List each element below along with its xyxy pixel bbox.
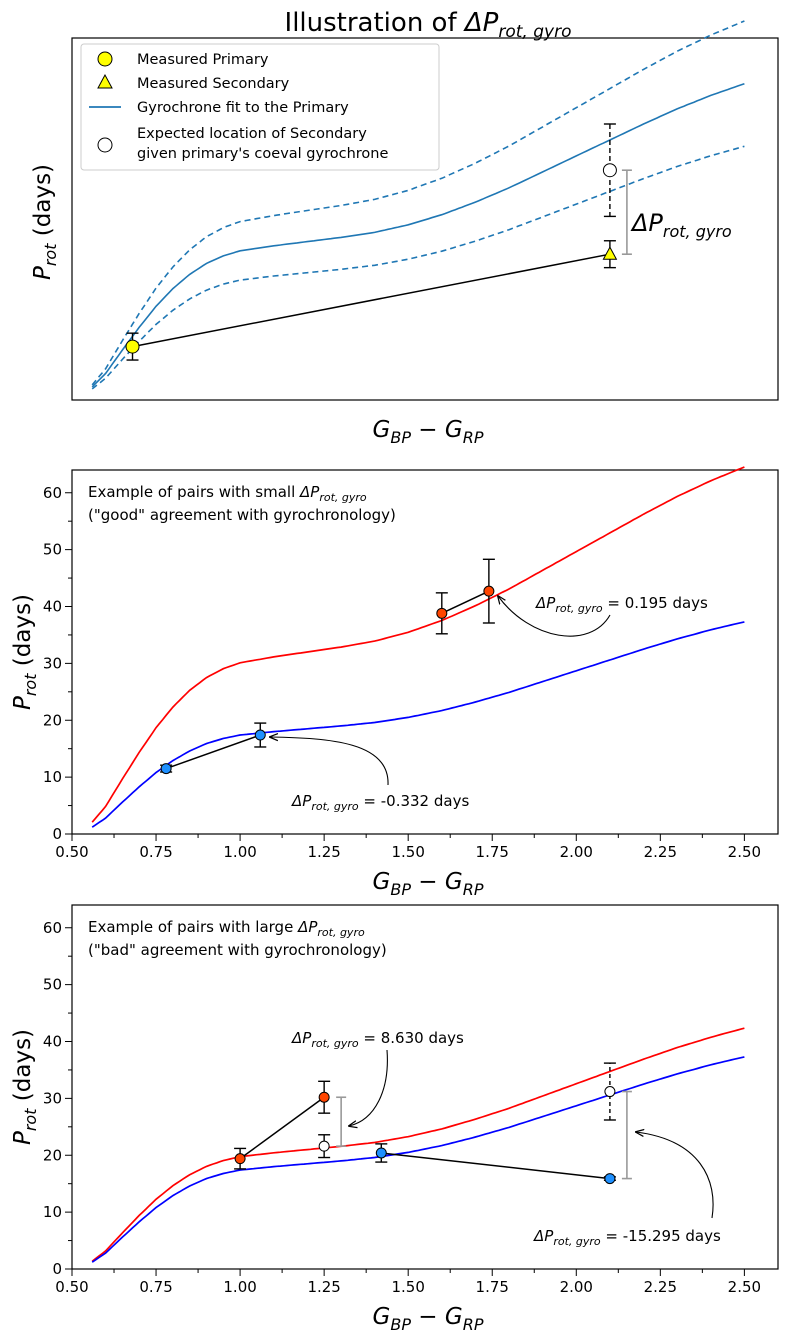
panel1-frame [71, 37, 779, 401]
panel2-marks [160, 558, 495, 775]
panel1-delta-label: ΔProt, gyro [630, 209, 732, 241]
panel3-curves [91, 1027, 745, 1263]
p2-curve-0 [91, 466, 745, 823]
p3-pair1-point-b [604, 1173, 616, 1185]
panel2-arrow-red [498, 596, 611, 637]
panel2-delta-red: ΔProt, gyro = 0.195 days [535, 594, 708, 615]
p3-xtick-label-8: 2.50 [728, 1278, 761, 1296]
p3-ytick-label-0: 0 [52, 1260, 62, 1278]
p2-xtick-label-8: 2.50 [728, 843, 761, 861]
p3-pair1-point-a [375, 1147, 387, 1159]
p3-ytick-label-3: 30 [43, 1089, 62, 1107]
p2-ytick-label-0: 0 [52, 825, 62, 843]
p2-xtick-label-6: 2.00 [560, 843, 593, 861]
gyrochrone-fit-line [91, 82, 745, 388]
p2-xtick-label-3: 1.25 [307, 843, 340, 861]
panel1-legend: Measured Primary Measured Secondary Gyro… [80, 43, 440, 171]
p2-pair1-point-a [160, 763, 172, 775]
legend-expected-marker [97, 137, 113, 153]
panel3-delta-red: ΔProt, gyro = 8.630 days [291, 1029, 464, 1050]
p3-pair0-point-a [234, 1153, 246, 1165]
p3-xtick-label-4: 1.50 [391, 1278, 424, 1296]
panel2-delta-blue: ΔProt, gyro = -0.332 days [291, 792, 469, 813]
panel3-note-line2: ("bad" agreement with gyrochronology) [88, 941, 387, 959]
legend-frame [80, 43, 440, 171]
p2-ytick-label-6: 60 [43, 484, 62, 502]
legend-expected-label-2: given primary's coeval gyrochrone [137, 146, 388, 162]
panel3-ticks: 0.50 0.75 1.00 1.25 1.50 1.75 2.00 2.25 2.50 0 10 2… [43, 919, 761, 1296]
p2-ytick-label-4: 40 [43, 598, 62, 616]
p3-xtick-label-2: 1.00 [223, 1278, 256, 1296]
p3-xtick-label-3: 1.25 [307, 1278, 340, 1296]
p3-pair0-expected-point [318, 1140, 330, 1152]
legend-secondary-marker [97, 73, 113, 89]
p2-ytick-label-1: 10 [43, 768, 62, 786]
panel2-curves [91, 466, 745, 828]
panel3-ylabel: Prot (days) [10, 1029, 40, 1145]
p2-ytick-label-3: 30 [43, 654, 62, 672]
panel1-marks [125, 123, 632, 361]
p3-pair0-connector [239, 1096, 325, 1160]
panel1-xlabel: GBP − GRP [373, 417, 484, 447]
secondary-point [602, 246, 618, 260]
panel3-delta-blue: ΔProt, gyro = -15.295 days [533, 1227, 721, 1248]
panel2-frame [71, 469, 779, 835]
p2-xtick-label-4: 1.50 [391, 843, 424, 861]
legend-expected-label: Expected location of Secondary [137, 126, 367, 142]
p3-curve-0 [91, 1027, 745, 1262]
panel3-arrow-red [349, 1049, 388, 1126]
panel3-marks [234, 1062, 632, 1185]
p2-xtick-label-1: 0.75 [139, 843, 172, 861]
panel3-arrow-blue [636, 1132, 714, 1219]
panel2-arrow-blue [270, 737, 389, 786]
p3-pair1-connector [381, 1152, 610, 1180]
legend-gyrochrone-label: Gyrochrone fit to the Primary [137, 100, 349, 116]
p3-ytick-label-2: 20 [43, 1146, 62, 1164]
gyrochrone-lower-bound [91, 145, 745, 390]
panel1-ylabel: Prot (days) [30, 164, 60, 280]
panel2-ylabel: Prot (days) [10, 594, 40, 710]
p3-ytick-label-4: 40 [43, 1033, 62, 1051]
p3-ytick-label-6: 60 [43, 919, 62, 937]
p3-curve-1 [91, 1056, 745, 1263]
p3-xtick-label-1: 0.75 [139, 1278, 172, 1296]
legend-primary-label: Measured Primary [137, 52, 269, 68]
p3-pair0-point-b [318, 1091, 330, 1103]
panel3-note-line1: Example of pairs with large ΔProt, gyro [88, 918, 365, 939]
expected-point [602, 163, 617, 178]
p2-pair0-point-b [483, 585, 495, 597]
panel1-curves [91, 20, 745, 390]
p2-xtick-label-5: 1.75 [476, 843, 509, 861]
figure-title: Illustration of ΔProt, gyro [285, 8, 572, 42]
p2-ytick-label-5: 50 [43, 541, 62, 559]
p3-xtick-label-7: 2.25 [644, 1278, 677, 1296]
p2-xtick-label-0: 0.50 [55, 843, 88, 861]
p3-ytick-label-1: 10 [43, 1203, 62, 1221]
p2-pair0-point-a [436, 607, 448, 619]
panel2-note-line1: Example of pairs with small ΔProt, gyro [88, 483, 367, 504]
p2-pair1-connector [165, 734, 261, 770]
p2-pair1-point-b [254, 729, 266, 741]
panel2-xlabel: GBP − GRP [373, 869, 484, 899]
p3-xtick-label-5: 1.75 [476, 1278, 509, 1296]
pair-connector [132, 253, 611, 348]
primary-point [125, 339, 140, 354]
panel2-ticks: 0.50 0.75 1.00 1.25 1.50 1.75 2.00 2.25 2.50 0 10 2… [43, 484, 761, 861]
panel3-xlabel: GBP − GRP [373, 1304, 484, 1334]
gyrochrone-upper-bound [91, 20, 745, 386]
p2-curve-1 [91, 621, 745, 828]
p2-ytick-label-2: 20 [43, 711, 62, 729]
p3-pair1-expected-point [604, 1086, 616, 1098]
p3-ytick-label-5: 50 [43, 976, 62, 994]
legend-primary-marker [97, 51, 113, 67]
panel2-note-line2: ("good" agreement with gyrochronology) [88, 506, 396, 524]
p3-xtick-label-6: 2.00 [560, 1278, 593, 1296]
panel3-frame [71, 904, 779, 1270]
p2-pair0-connector [441, 590, 490, 615]
legend-secondary-label: Measured Secondary [137, 76, 290, 92]
p3-xtick-label-0: 0.50 [55, 1278, 88, 1296]
p2-xtick-label-7: 2.25 [644, 843, 677, 861]
p2-xtick-label-2: 1.00 [223, 843, 256, 861]
